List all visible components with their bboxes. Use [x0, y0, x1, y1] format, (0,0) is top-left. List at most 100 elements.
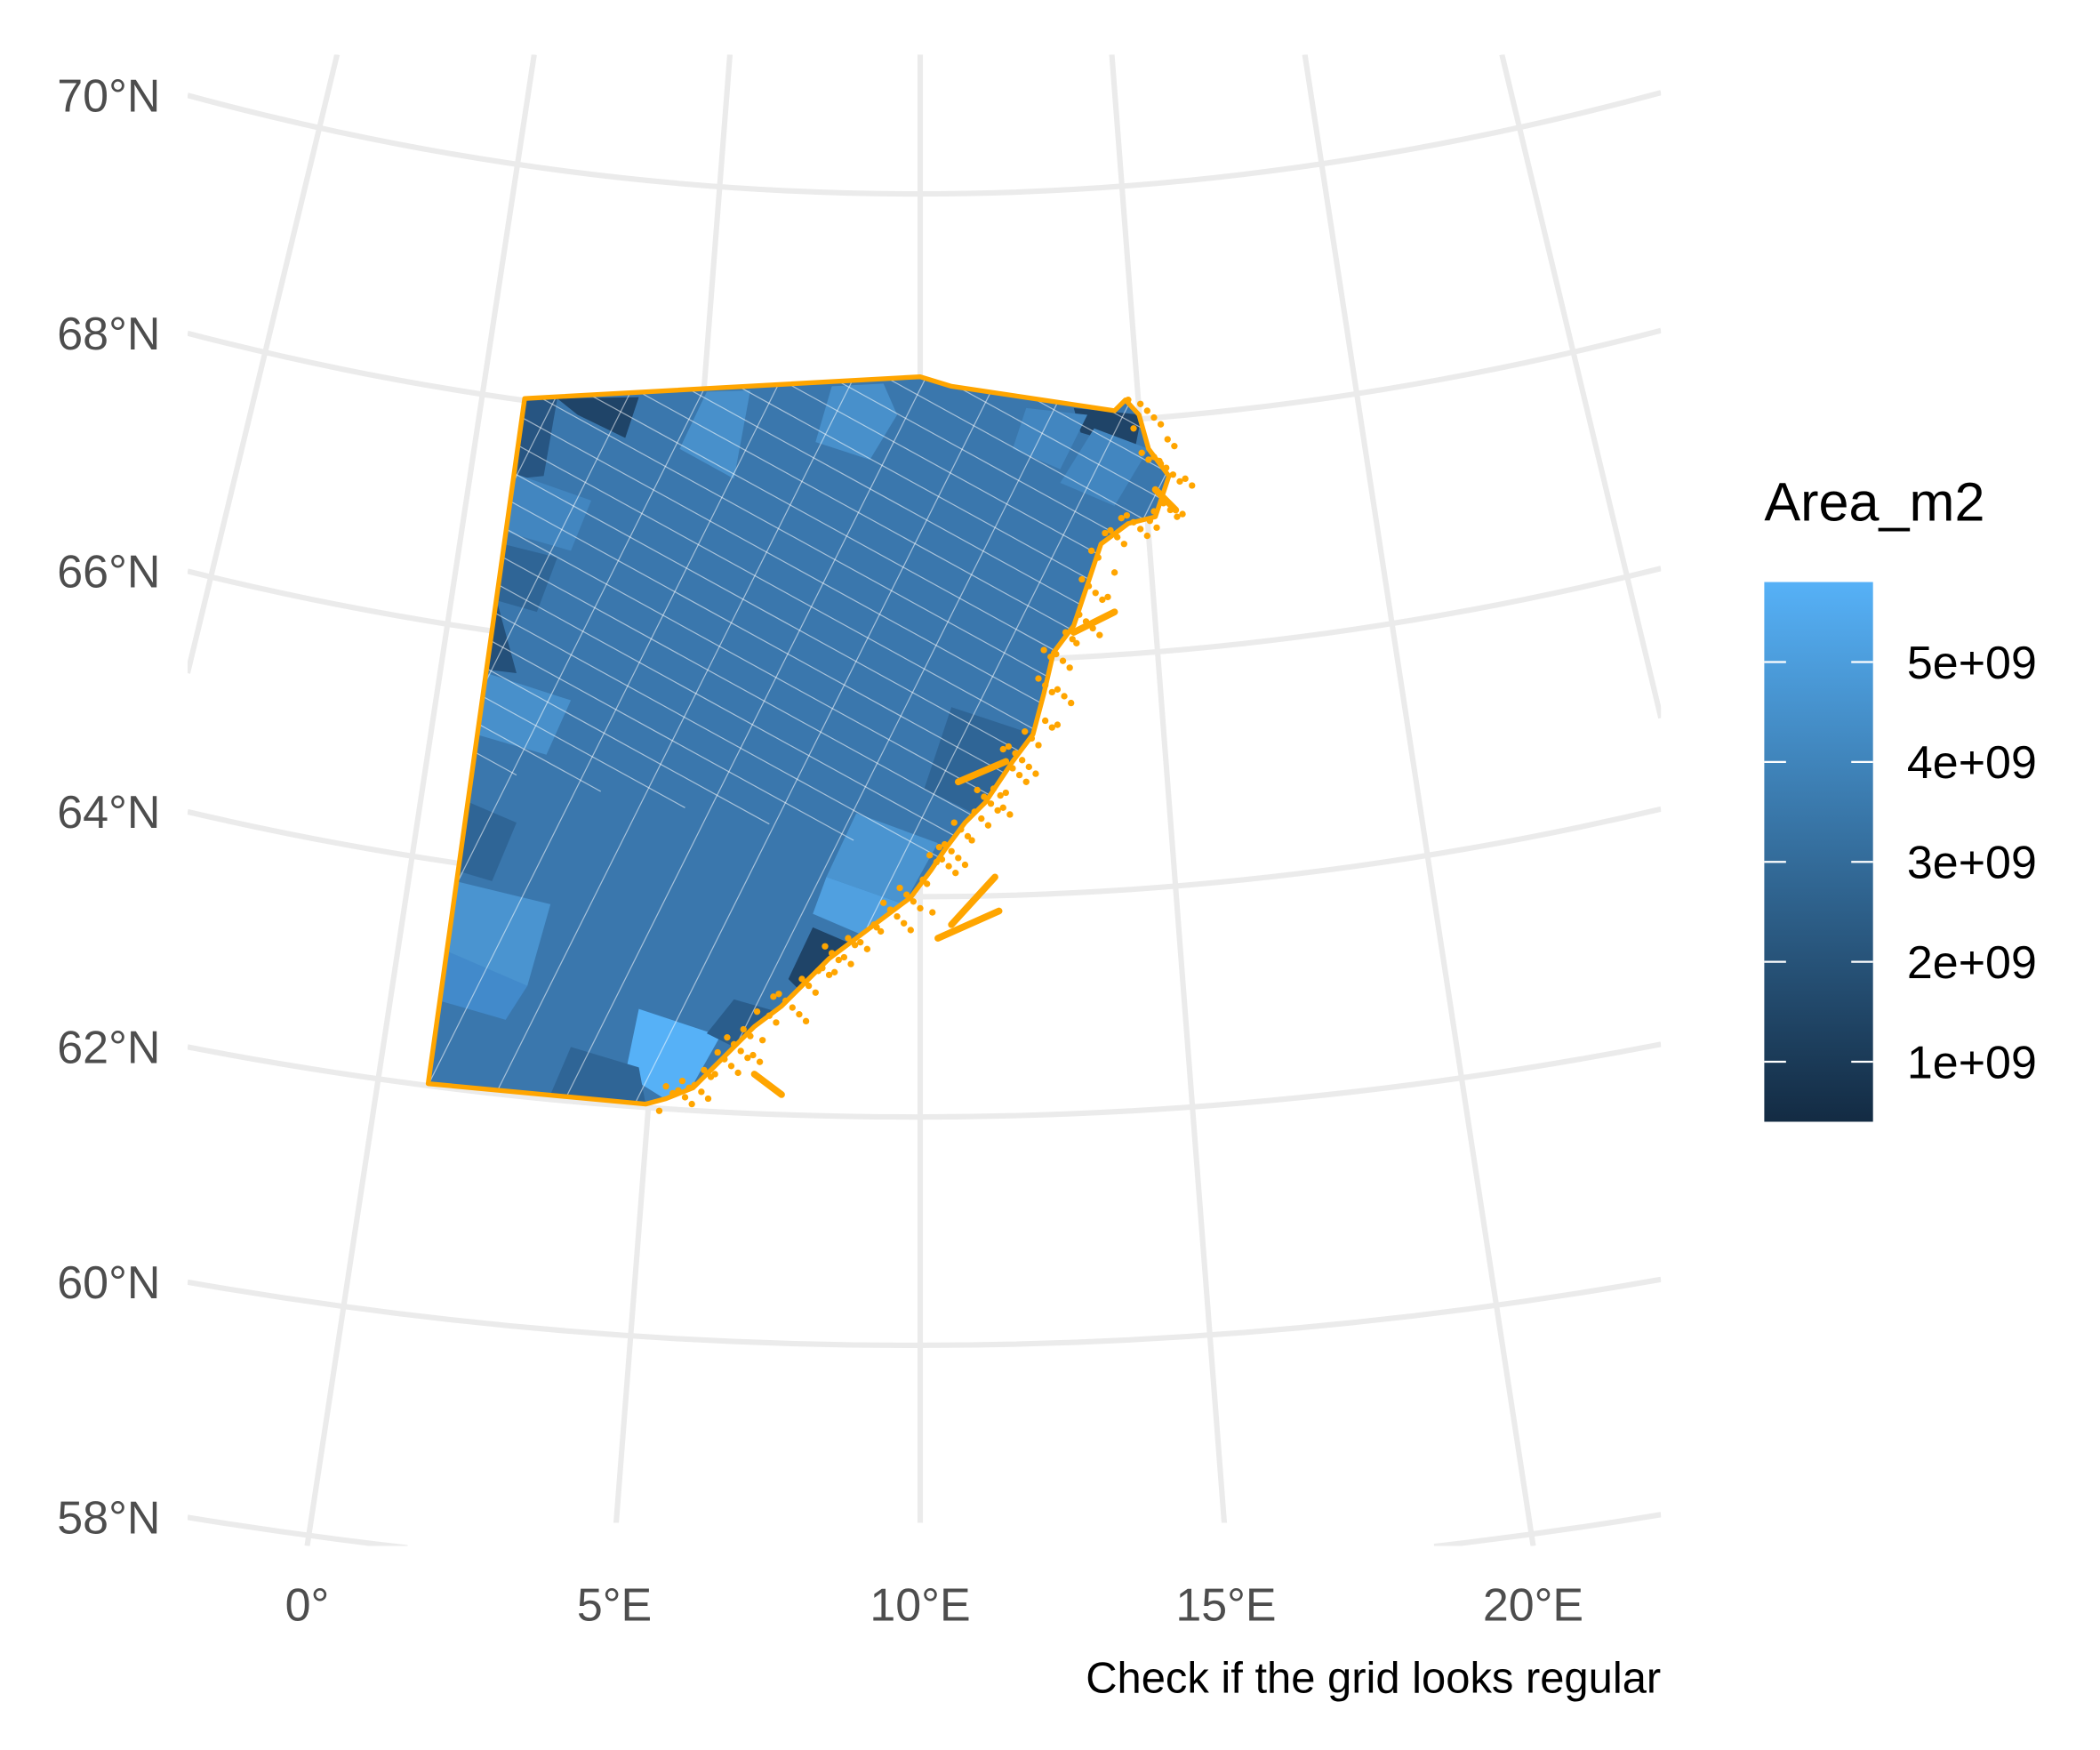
coast-dot: [1171, 442, 1178, 450]
graticule: [187, 54, 1662, 1546]
coast-dot: [747, 1032, 754, 1040]
coast-dot: [775, 991, 782, 998]
coast-dot: [1143, 532, 1150, 540]
coast-dot: [1136, 400, 1144, 407]
latitude-line: [187, 1041, 1662, 1120]
coast-dot: [935, 843, 943, 851]
coast-dot: [971, 808, 978, 815]
coast-dot: [734, 1069, 741, 1077]
coast-dot: [1022, 778, 1030, 785]
coast-dot: [1157, 421, 1165, 428]
colorbar: [1764, 582, 1873, 1122]
coast-dot: [740, 1025, 747, 1033]
cell-border: [428, 376, 1107, 890]
longitude-label: 10°E: [870, 1580, 970, 1632]
longitude-label: 5°E: [577, 1580, 652, 1632]
coast-dot: [1025, 763, 1032, 771]
coast-dot: [765, 1012, 773, 1019]
coast-dot: [1006, 811, 1014, 818]
cell-border: [428, 376, 1169, 972]
coast-dot: [999, 745, 1006, 753]
coast-dot: [1150, 413, 1158, 421]
coast-dot: [894, 912, 901, 920]
cell-border: [428, 376, 770, 825]
coast-dot: [749, 1051, 757, 1059]
cell-border: [428, 376, 931, 1104]
coast-dot: [1143, 407, 1150, 414]
cell-border: [704, 376, 1169, 1104]
cell-border: [1170, 0, 1782, 1041]
coast-dot: [1059, 657, 1067, 664]
coast-dot: [1130, 518, 1137, 526]
coast-dot: [1153, 524, 1160, 532]
coast-dot: [825, 971, 833, 979]
coast-dot: [961, 861, 969, 869]
coast-dot: [802, 1017, 810, 1025]
coast-dot: [877, 927, 885, 935]
coast-dot: [1145, 456, 1152, 463]
coast-island: [1070, 608, 1118, 636]
coast-dot: [1061, 693, 1068, 700]
coast-dot: [711, 1071, 718, 1078]
coast-dot: [737, 1048, 744, 1055]
coast-dot: [952, 870, 959, 877]
latitude-label: 70°N: [57, 71, 160, 123]
coast-dot: [851, 942, 859, 949]
coast-dot: [675, 1087, 682, 1094]
legend-tick-label: 1e+09: [1907, 1037, 2037, 1088]
coast-dot: [1120, 541, 1127, 548]
cell-border: [627, 376, 1169, 1104]
coast-dot: [1130, 425, 1137, 432]
grid-cells: [428, 376, 1169, 1104]
coast-dot: [1066, 664, 1073, 671]
coast-dot: [796, 1011, 803, 1018]
coast-dot: [923, 880, 931, 887]
coast-dot: [974, 786, 981, 794]
coast-dot: [950, 819, 958, 826]
coast-dot: [819, 965, 826, 972]
coast-dot: [945, 863, 952, 870]
coast-dot: [903, 891, 910, 898]
coast-dot: [1164, 436, 1171, 443]
coast-dot: [1018, 757, 1026, 764]
coast-dot: [1176, 478, 1183, 486]
coast-dot: [1096, 631, 1103, 638]
legend-tick-label: 3e+09: [1907, 838, 2037, 889]
coast-dot: [1068, 699, 1075, 707]
cell-border: [428, 376, 854, 1104]
cell-border: [0, 46, 155, 1270]
coast-dot: [880, 899, 887, 907]
latitude-label: 58°N: [57, 1493, 160, 1545]
caption: Check if the grid looks regular: [1086, 1655, 1661, 1703]
coast-dot: [1107, 526, 1114, 534]
coast-dot: [1182, 475, 1189, 483]
longitude-line: [1109, 54, 1230, 1546]
cell-border: [428, 376, 1169, 955]
coast-dot: [1136, 526, 1144, 533]
coast-dot: [758, 1037, 766, 1044]
coast-dot: [1156, 457, 1163, 465]
coast-dot: [1150, 454, 1158, 461]
coast-dot: [1032, 770, 1039, 777]
longitude-line: [1302, 54, 1536, 1546]
coast-dot: [1123, 511, 1131, 519]
coast-dot: [773, 1019, 780, 1026]
coast-island: [954, 758, 1010, 786]
coast-dot: [990, 785, 998, 792]
coast-dot: [1099, 596, 1106, 604]
coast-dot: [1069, 636, 1076, 643]
coast-dot: [1085, 582, 1093, 590]
coast-dot: [1054, 686, 1062, 693]
coast-dot: [753, 1007, 761, 1015]
coast-dot: [681, 1094, 689, 1101]
latitude-label: 62°N: [57, 1023, 160, 1074]
coast-dot: [1022, 728, 1029, 735]
coast-dot: [1110, 569, 1118, 576]
coast-dot: [929, 909, 936, 916]
coast-dot: [896, 884, 903, 892]
coast-dot: [1087, 547, 1095, 555]
coast-dot: [870, 921, 878, 928]
coast-dot: [685, 1084, 693, 1091]
